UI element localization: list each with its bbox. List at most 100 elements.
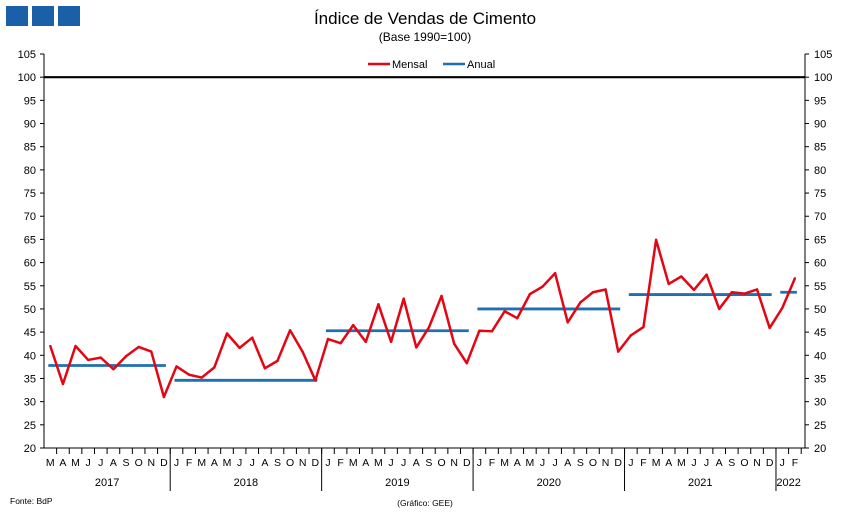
y-tick-label-right: 20 xyxy=(814,443,826,455)
x-month-label: A xyxy=(413,457,420,469)
x-month-label: D xyxy=(160,457,168,469)
y-tick-label-right: 40 xyxy=(814,350,826,362)
mensal-point xyxy=(667,282,670,286)
x-month-label: J xyxy=(780,457,785,469)
x-month-label: M xyxy=(526,457,535,469)
chart-title: Índice de Vendas de Cimento xyxy=(314,9,536,28)
mensal-point xyxy=(755,288,759,291)
mensal-point xyxy=(768,326,771,330)
mensal-point xyxy=(415,346,418,349)
y-tick-label-right: 50 xyxy=(814,304,826,316)
x-month-label: D xyxy=(463,457,471,469)
logo-block-3 xyxy=(58,6,80,26)
mensal-point xyxy=(642,325,645,329)
x-month-label: J xyxy=(477,457,482,469)
mensal-point xyxy=(124,355,128,358)
x-month-label: N xyxy=(602,457,610,469)
x-month-label: F xyxy=(640,457,646,469)
x-month-label: D xyxy=(614,457,622,469)
mensal-point xyxy=(743,292,746,295)
x-month-label: M xyxy=(197,457,206,469)
x-month-label: A xyxy=(514,457,521,469)
x-month-label: A xyxy=(261,457,268,469)
mensal-point xyxy=(187,373,191,376)
y-tick-label-left: 65 xyxy=(24,234,36,246)
y-axis-right: 20 25 30 35 40 45 50 55 60 65 70 75 80 85 90 95 100 105 xyxy=(805,49,832,455)
mensal-point xyxy=(251,336,254,339)
mensal-point xyxy=(225,332,229,335)
mensal-point xyxy=(86,358,90,362)
x-month-label: J xyxy=(86,457,91,469)
x-year-label: 2017 xyxy=(95,477,119,489)
y-tick-label-left: 45 xyxy=(24,327,36,339)
y-tick-label-left: 40 xyxy=(24,350,36,362)
mensal-point xyxy=(364,340,368,344)
x-month-label: S xyxy=(728,457,735,469)
x-month-label: J xyxy=(388,457,393,469)
x-month-label: J xyxy=(98,457,103,469)
x-month-label: O xyxy=(740,457,748,469)
footer-credit: (Gráfico: GEE) xyxy=(397,498,453,508)
y-tick-label-right: 95 xyxy=(814,95,826,107)
x-month-label: S xyxy=(274,457,281,469)
x-month-label: J xyxy=(174,457,179,469)
mensal-point xyxy=(49,344,52,348)
x-month-label: S xyxy=(425,457,432,469)
mensal-point xyxy=(389,340,393,344)
y-tick-label-right: 100 xyxy=(814,72,832,84)
mensal-point xyxy=(427,326,431,329)
mensal-point xyxy=(99,356,102,359)
x-month-label: F xyxy=(186,457,192,469)
x-month-label: N xyxy=(147,457,155,469)
mensal-point xyxy=(402,297,405,300)
mensal-point xyxy=(263,367,267,370)
y-tick-label-right: 30 xyxy=(814,397,826,409)
x-month-label: M xyxy=(677,457,686,469)
x-month-label: M xyxy=(652,457,661,469)
mensal-point xyxy=(680,275,683,278)
mensal-point xyxy=(692,288,696,292)
y-tick-label-right: 35 xyxy=(814,373,826,385)
mensal-point xyxy=(339,342,342,345)
y-tick-label-left: 60 xyxy=(24,258,36,270)
mensal-point xyxy=(717,307,721,311)
footer-source: Fonte: BdP xyxy=(10,496,53,506)
x-month-label: M xyxy=(374,457,383,469)
x-month-label: M xyxy=(71,457,80,469)
mensal-point xyxy=(162,395,166,399)
x-month-label: O xyxy=(437,457,445,469)
y-tick-label-right: 105 xyxy=(814,49,832,61)
logo-block-2 xyxy=(32,6,54,26)
x-month-label: J xyxy=(540,457,545,469)
mensal-point xyxy=(654,238,658,242)
y-tick-label-right: 25 xyxy=(814,420,826,432)
x-year-label: 2019 xyxy=(385,477,409,489)
y-axis-left: 20 25 30 35 40 45 50 55 60 65 70 75 80 85 90 95 100 105 xyxy=(18,49,44,455)
x-year-label: 2021 xyxy=(688,477,712,489)
logo-block-1 xyxy=(6,6,28,26)
x-month-label: S xyxy=(123,457,130,469)
mensal-point xyxy=(74,344,77,348)
mensal-point xyxy=(301,350,304,354)
mensal-point xyxy=(175,365,178,368)
y-tick-label-left: 55 xyxy=(24,281,36,293)
x-year-label: 2022 xyxy=(776,477,800,489)
y-tick-label-right: 90 xyxy=(814,119,826,131)
mensal-point xyxy=(326,337,330,341)
legend-label-anual: Anual xyxy=(467,59,495,71)
series-mensal-points xyxy=(49,238,797,399)
x-year-label: 2020 xyxy=(537,477,561,489)
x-month-label: A xyxy=(110,457,117,469)
y-tick-label-right: 85 xyxy=(814,142,826,154)
y-tick-label-right: 60 xyxy=(814,258,826,270)
y-tick-label-right: 70 xyxy=(814,211,826,223)
mensal-point xyxy=(503,310,506,313)
series-mensal-line xyxy=(49,238,797,399)
x-month-label: J xyxy=(237,457,242,469)
x-month-label: A xyxy=(59,457,66,469)
x-month-label: J xyxy=(250,457,255,469)
y-tick-label-left: 50 xyxy=(24,304,36,316)
x-month-label: O xyxy=(286,457,294,469)
brand-logo xyxy=(6,6,80,26)
